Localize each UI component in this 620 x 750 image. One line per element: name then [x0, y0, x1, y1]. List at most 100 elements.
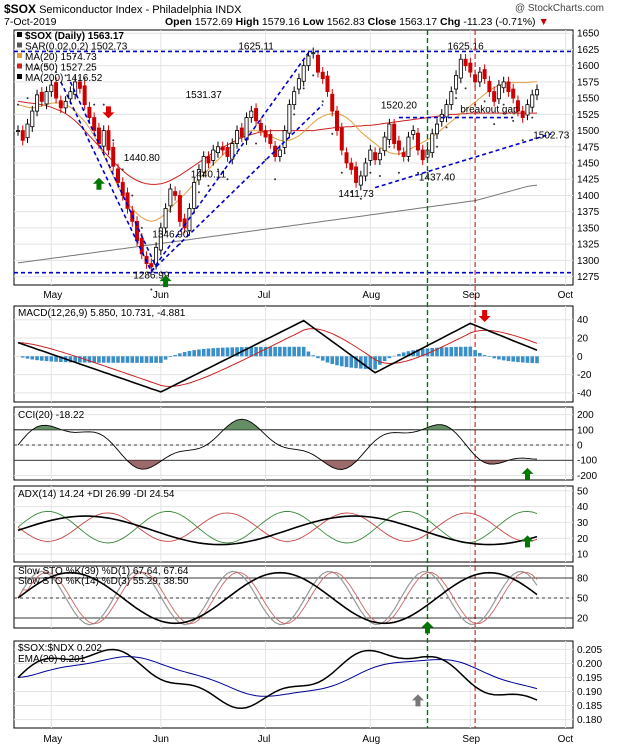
- macd-hist-bar: [73, 356, 77, 363]
- panel-adx: [13, 485, 574, 563]
- index-name: Semiconductor Index - Philadelphia: [39, 4, 213, 16]
- x-tick-label: Jul: [258, 290, 271, 301]
- sar-dot: [264, 158, 267, 161]
- y-tick-label: 1575: [577, 77, 600, 88]
- candle-body: [149, 263, 154, 268]
- macd-hist-bar: [487, 356, 492, 357]
- sar-dot: [226, 178, 229, 181]
- green-arrow-icon: [521, 467, 534, 480]
- candle-body: [530, 94, 535, 108]
- candle-body: [320, 71, 325, 80]
- macd-hist-bar: [116, 356, 120, 363]
- candle-body: [39, 91, 44, 102]
- y-tick-label: -100: [577, 456, 597, 467]
- candle-body: [454, 75, 459, 90]
- macd-hist-bar: [349, 356, 354, 368]
- macd-hist-bar: [159, 356, 163, 363]
- sar-dot: [350, 191, 353, 194]
- macd-hist-bar: [354, 356, 358, 369]
- macd-hist-bar: [420, 348, 425, 357]
- candle-body: [154, 246, 159, 265]
- sar-dot: [521, 139, 524, 142]
- macd-hist-bar: [220, 347, 225, 357]
- macd-hist-bar: [463, 346, 468, 357]
- macd-hist-bar: [163, 356, 168, 360]
- y-tick-label: 1275: [577, 272, 600, 283]
- candle-body: [273, 145, 278, 157]
- candle-body: [111, 147, 116, 167]
- down-triangle-icon: ▼: [538, 16, 549, 28]
- macd-hist-bar: [230, 347, 235, 357]
- macd-hist-bar: [468, 346, 473, 357]
- macd-hist-bar: [25, 356, 30, 359]
- y-tick-label: 0.180: [577, 715, 602, 726]
- chg-label: Chg: [440, 16, 461, 28]
- macd-hist-bar: [263, 346, 268, 357]
- macd-hist-bar: [35, 356, 39, 361]
- grey-arrow-icon: [411, 694, 424, 707]
- sar-dot: [131, 194, 134, 197]
- y-tick-label: 50: [577, 594, 589, 605]
- candle-body: [92, 117, 97, 131]
- macd-hist-bar: [254, 346, 258, 357]
- macd-hist-bar: [59, 356, 63, 362]
- macd-hist-bar: [130, 356, 135, 363]
- macd-hist-bar: [497, 356, 501, 360]
- candle-body: [496, 84, 501, 100]
- candle-body: [477, 71, 482, 83]
- sar-dot: [502, 103, 505, 106]
- sar-dot: [159, 249, 162, 252]
- macd-hist-bar: [216, 347, 220, 357]
- sar-dot: [331, 132, 334, 135]
- macd-line: [17, 319, 538, 393]
- candle-body: [263, 130, 268, 138]
- adx-line: [17, 515, 538, 546]
- price-annotation: 1440.11: [191, 169, 227, 180]
- macd-hist-bar: [506, 356, 511, 362]
- candle-body: [501, 81, 506, 89]
- candle-body: [492, 91, 497, 102]
- sar-dot: [236, 152, 239, 155]
- macd-hist-bar: [482, 355, 487, 357]
- macd-hist-bar: [278, 346, 282, 357]
- candle-body: [211, 149, 216, 161]
- macd-hist-bar: [273, 346, 277, 357]
- y-tick-label: 1550: [577, 94, 600, 105]
- sar-dot: [216, 168, 219, 171]
- candle-body: [225, 147, 230, 157]
- open-value: 1572.69: [194, 16, 233, 28]
- sar-dot: [293, 113, 296, 116]
- sar-dot: [74, 54, 77, 57]
- sar-dot: [45, 64, 48, 67]
- candle-body: [368, 149, 373, 161]
- y-tick-label: 50: [577, 486, 589, 497]
- candle-body: [520, 110, 525, 118]
- candle-body: [449, 91, 454, 106]
- x-tick-label: Oct: [558, 290, 574, 301]
- macd-hist-bar: [306, 351, 311, 357]
- high-value: 1579.16: [261, 16, 300, 28]
- macd-hist-bar: [235, 347, 239, 357]
- sar-dot: [274, 178, 277, 181]
- macd-hist-bar: [516, 356, 520, 363]
- price-annotation: 1502.73: [533, 130, 570, 141]
- sar-dot: [388, 145, 391, 148]
- candle-body: [168, 188, 173, 207]
- macd-hist-bar: [344, 356, 349, 368]
- macd-hist-bar: [492, 356, 496, 359]
- macd-hist-bar: [511, 356, 515, 362]
- stoch-k39-line: [17, 571, 538, 625]
- macd-hist-bar: [120, 356, 125, 363]
- stoch-k14-line: [17, 570, 538, 626]
- red-arrow-icon: [102, 106, 115, 119]
- sar-dot: [207, 184, 210, 187]
- y-tick-label: 1475: [577, 142, 600, 153]
- sar-dot: [378, 174, 381, 177]
- legend-entry: CCI(20) -18.22: [18, 410, 85, 421]
- macd-hist-bar: [187, 350, 192, 357]
- macd-hist-bar: [401, 352, 406, 357]
- macd-hist-bar: [178, 353, 182, 357]
- sar-dot: [55, 71, 58, 74]
- macd-hist-bar: [144, 356, 149, 363]
- ma200-line: [17, 184, 538, 264]
